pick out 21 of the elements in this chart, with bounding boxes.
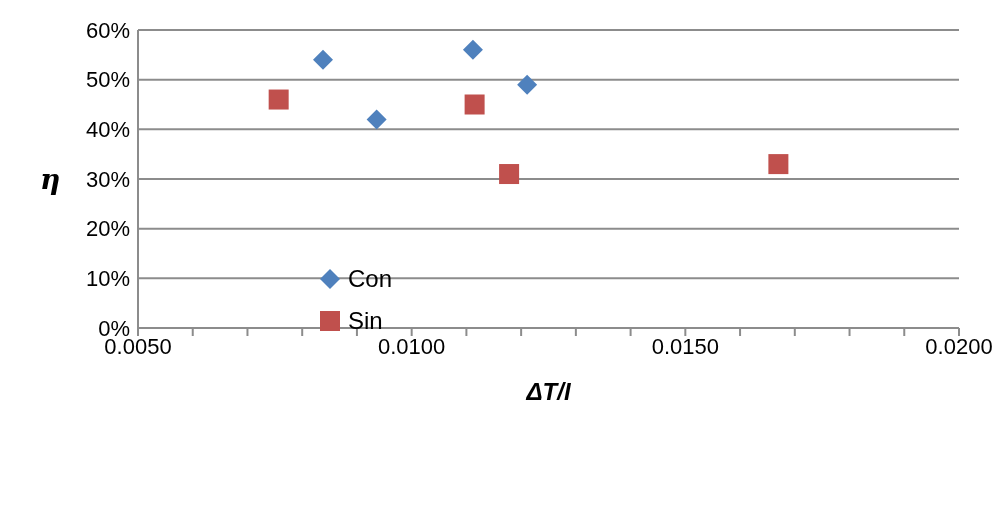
point [499,164,520,185]
x-tick-label: 0.0100 [378,333,446,359]
point [313,49,333,70]
y-tick-label: 30% [85,166,130,192]
y-tick-label: 10% [85,266,130,292]
point [268,89,289,110]
point [768,154,789,175]
legend-label: Sin [348,307,383,335]
y-tick-label: 40% [85,117,130,143]
x-tick-label: 0.0150 [651,333,719,359]
point [366,109,387,130]
y-axis-title: η [40,162,61,196]
y-tick-label: 50% [85,67,130,93]
point [462,39,483,60]
legend-label: Con [348,265,393,293]
point [464,94,485,115]
x-axis-title: ΔT/I [525,378,572,405]
point [517,74,538,95]
y-tick-label: 20% [85,216,130,242]
x-tick-label: 0.0200 [925,333,993,359]
y-tick-label: 60% [85,17,130,43]
